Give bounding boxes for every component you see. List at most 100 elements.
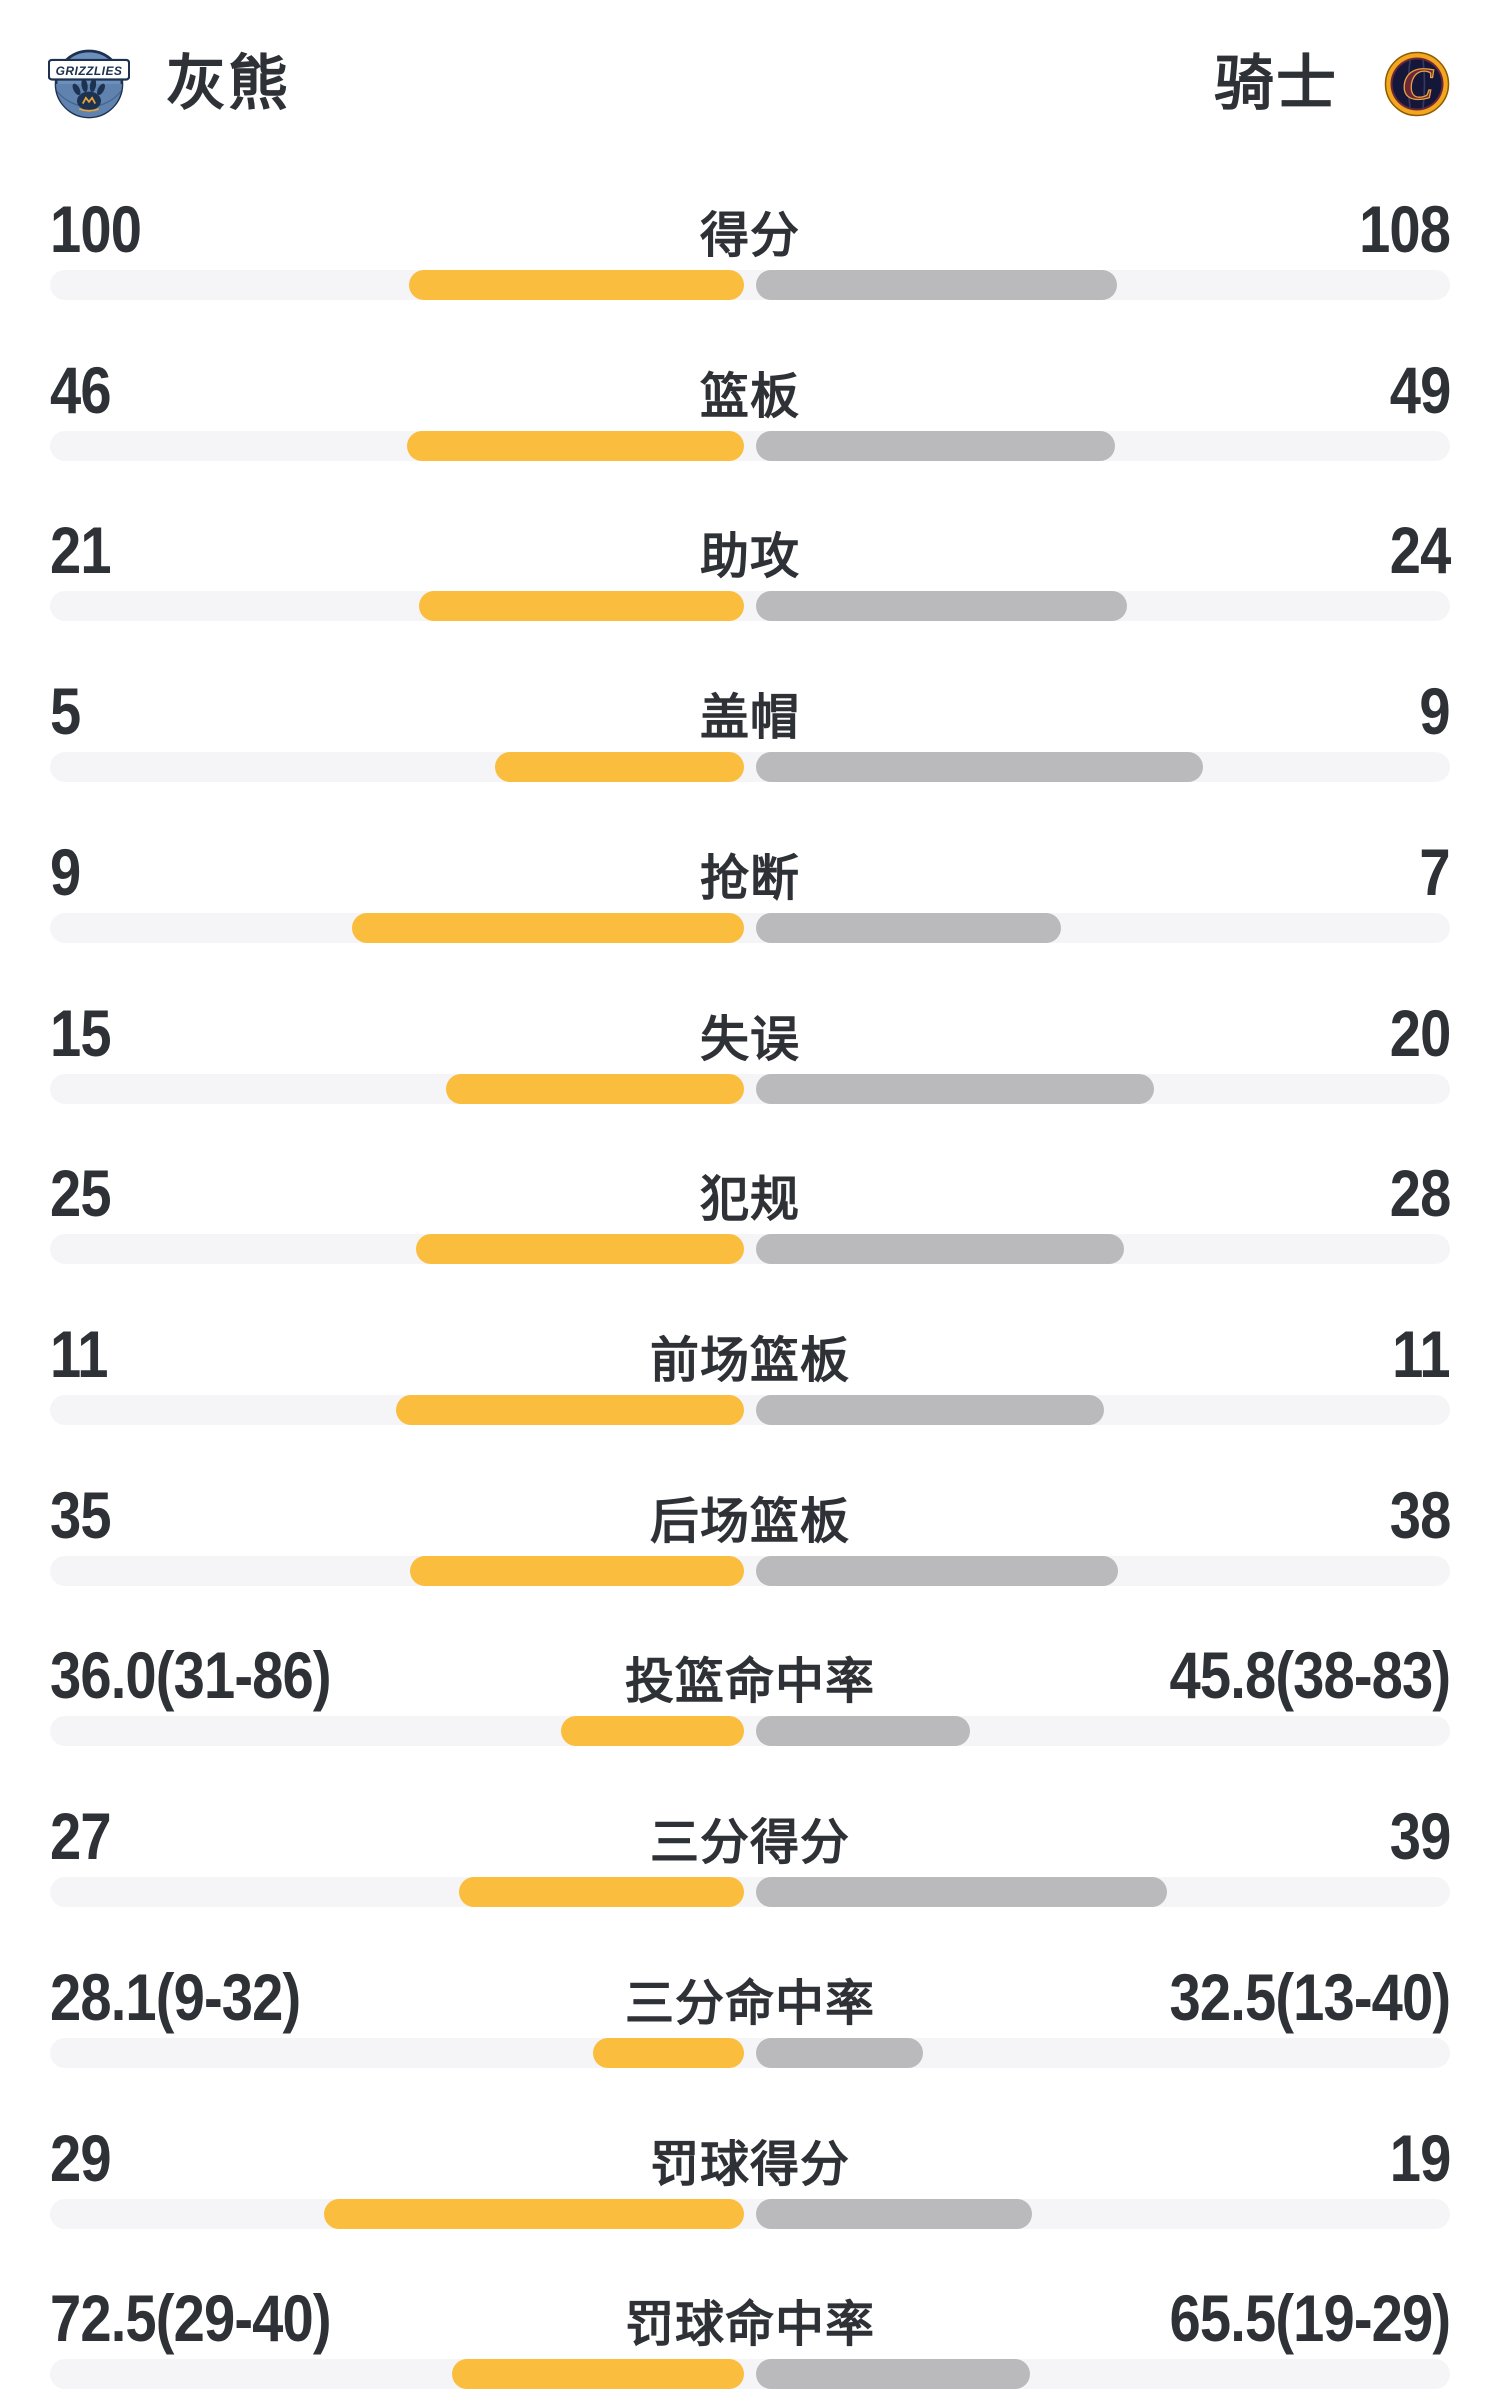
stat-row: 5 盖帽 9 [50, 674, 1451, 790]
stat-label: 得分 [700, 209, 801, 263]
home-bar [495, 752, 744, 782]
home-bar [396, 1395, 744, 1425]
home-value: 5 [50, 674, 81, 748]
bar-track [50, 2199, 1450, 2229]
stat-label: 盖帽 [700, 691, 801, 745]
home-bar [407, 431, 744, 461]
home-value: 15 [50, 996, 112, 1070]
stat-label: 罚球命中率 [625, 2298, 876, 2352]
stat-label: 犯规 [700, 1173, 801, 1227]
home-value: 100 [50, 192, 142, 266]
grizzlies-banner: GRIZZLIES [48, 58, 130, 81]
home-bar [324, 2199, 744, 2229]
stat-row: 21 助攻 24 [50, 513, 1451, 629]
home-bar [409, 270, 744, 300]
stat-row: 9 抢断 7 [50, 835, 1451, 951]
home-value: 29 [50, 2121, 112, 2195]
home-value: 35 [50, 1478, 112, 1552]
home-value: 25 [50, 1156, 112, 1230]
away-bar [756, 1716, 970, 1746]
away-bar [756, 2038, 923, 2068]
home-bar [410, 1556, 744, 1586]
away-bar [756, 1877, 1167, 1907]
home-bar [446, 1074, 744, 1104]
away-bar [756, 2359, 1030, 2389]
stat-row: 27 三分得分 39 [50, 1799, 1451, 1915]
home-bar [419, 591, 744, 621]
away-team-name: 骑士 [1214, 50, 1338, 117]
stat-row: 100 得分 108 [50, 192, 1451, 308]
bar-track [50, 913, 1450, 943]
stat-row: 72.5(29-40) 罚球命中率 65.5(19-29) [50, 2281, 1451, 2397]
bar-track [50, 1877, 1450, 1907]
stat-label: 抢断 [700, 852, 801, 906]
stat-row: 46 篮板 49 [50, 353, 1451, 469]
header: GRIZZLIES 灰熊 骑士 [48, 36, 1450, 132]
away-value: 9 [1419, 674, 1451, 748]
stat-label: 失误 [700, 1013, 801, 1067]
stat-row: 36.0(31-86) 投篮命中率 45.8(38-83) [50, 1638, 1451, 1754]
bar-track [50, 270, 1450, 300]
home-team-name: 灰熊 [166, 50, 290, 117]
away-value: 20 [1389, 996, 1451, 1070]
away-bar [756, 431, 1115, 461]
stat-label: 后场篮板 [650, 1495, 851, 1549]
home-value: 72.5(29-40) [50, 2281, 332, 2355]
stat-row: 35 后场篮板 38 [50, 1478, 1451, 1594]
away-value: 11 [1392, 1317, 1451, 1391]
cavaliers-logo: C [1384, 51, 1450, 117]
away-value: 49 [1389, 353, 1451, 427]
home-value: 9 [50, 835, 81, 909]
cavaliers-logo-letter: C [1403, 58, 1435, 109]
away-bar [756, 2199, 1032, 2229]
away-value: 19 [1389, 2121, 1451, 2195]
bar-track [50, 1074, 1450, 1104]
away-bar [756, 752, 1203, 782]
away-value: 24 [1389, 513, 1451, 587]
bar-track [50, 2038, 1450, 2068]
stat-label: 助攻 [700, 530, 801, 584]
away-value: 32.5(13-40) [1169, 1960, 1451, 2034]
home-bar [352, 913, 744, 943]
stat-row: 29 罚球得分 19 [50, 2121, 1451, 2237]
stat-label: 罚球得分 [650, 2138, 851, 2192]
stat-label: 投篮命中率 [625, 1655, 876, 1709]
home-bar [593, 2038, 744, 2068]
home-value: 46 [50, 353, 112, 427]
away-value: 39 [1389, 1799, 1451, 1873]
home-team[interactable]: GRIZZLIES 灰熊 [48, 43, 290, 125]
away-value: 38 [1389, 1478, 1451, 1552]
away-value: 7 [1419, 835, 1451, 909]
grizzlies-logo-text: GRIZZLIES [56, 64, 123, 78]
stat-label: 三分命中率 [625, 1977, 876, 2031]
grizzlies-logo: GRIZZLIES [48, 49, 130, 119]
home-bar [452, 2359, 744, 2389]
stat-row: 28.1(9-32) 三分命中率 32.5(13-40) [50, 1960, 1451, 2076]
stat-label: 前场篮板 [650, 1334, 851, 1388]
home-bar [561, 1716, 744, 1746]
away-bar [756, 1556, 1118, 1586]
bear-paw-icon [72, 78, 105, 112]
bar-track [50, 1556, 1450, 1586]
bar-track [50, 1395, 1450, 1425]
away-bar [756, 913, 1061, 943]
home-value: 11 [50, 1317, 108, 1391]
home-value: 36.0(31-86) [50, 1638, 332, 1712]
home-value: 27 [50, 1799, 112, 1873]
stat-row: 15 失误 20 [50, 996, 1451, 1112]
stat-label: 三分得分 [650, 1816, 851, 1870]
home-bar [416, 1234, 744, 1264]
away-team[interactable]: 骑士 C [1214, 51, 1450, 117]
bar-track [50, 431, 1450, 461]
away-bar [756, 1074, 1154, 1104]
stat-label: 篮板 [700, 370, 801, 424]
home-value: 21 [50, 513, 112, 587]
bar-track [50, 2359, 1450, 2389]
home-bar [459, 1877, 744, 1907]
away-bar [756, 1395, 1104, 1425]
away-bar [756, 1234, 1124, 1264]
away-value: 108 [1358, 192, 1451, 266]
bar-track [50, 752, 1450, 782]
